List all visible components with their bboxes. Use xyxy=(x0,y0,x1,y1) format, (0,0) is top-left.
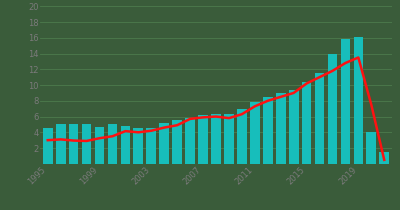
Bar xyxy=(95,127,104,164)
Bar xyxy=(302,82,312,164)
Bar xyxy=(263,97,273,164)
Bar xyxy=(185,118,195,164)
Bar xyxy=(69,124,78,164)
Bar xyxy=(379,152,389,164)
Bar xyxy=(289,90,298,164)
Bar xyxy=(211,114,221,164)
Bar xyxy=(328,54,337,164)
Bar xyxy=(224,114,234,164)
Bar xyxy=(120,126,130,164)
Bar xyxy=(198,115,208,164)
Bar xyxy=(82,124,92,164)
Bar xyxy=(43,128,53,164)
Bar xyxy=(134,128,143,164)
Bar xyxy=(276,93,286,164)
Bar xyxy=(354,37,363,164)
Bar xyxy=(108,124,117,164)
Bar xyxy=(237,109,247,164)
Bar xyxy=(315,73,324,164)
Bar xyxy=(146,128,156,164)
Bar xyxy=(172,120,182,164)
Bar xyxy=(340,39,350,164)
Bar xyxy=(159,123,169,164)
Bar xyxy=(250,102,260,164)
Bar xyxy=(366,132,376,164)
Bar xyxy=(56,124,66,164)
